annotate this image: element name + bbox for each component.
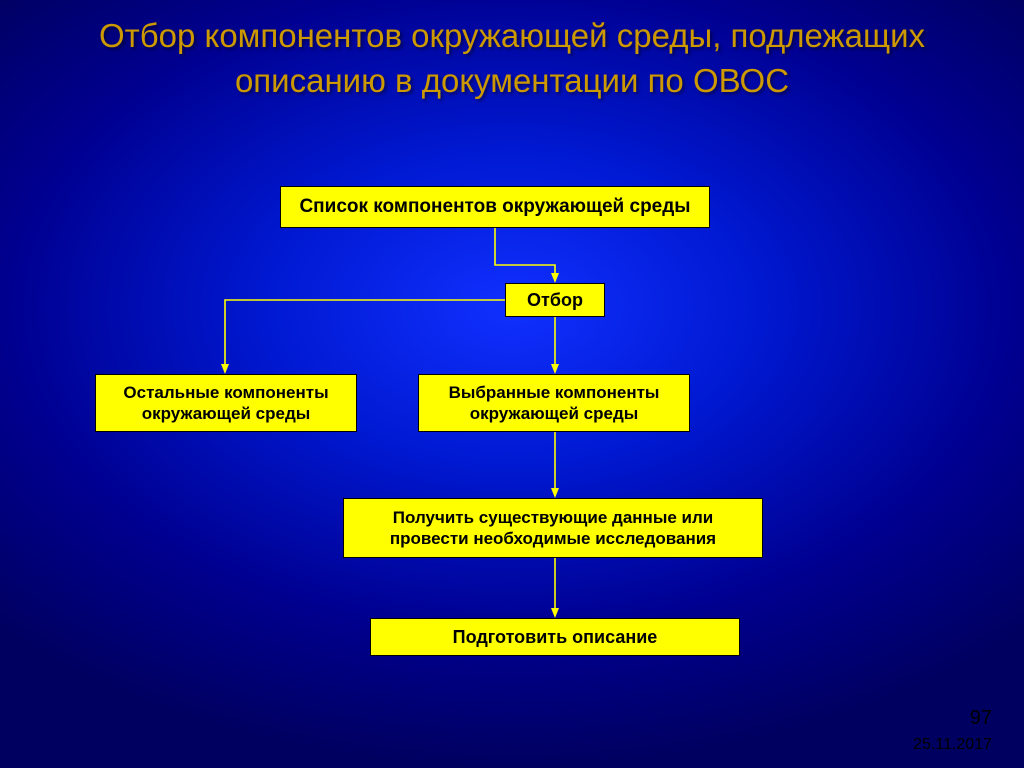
node-label: Получить существующие данные или провест…: [354, 507, 752, 550]
edge-n1-n2: [495, 228, 555, 281]
node-label: Выбранные компоненты окружающей среды: [429, 382, 679, 425]
node-label: Отбор: [527, 289, 583, 312]
slide-date: 25.11.2017: [913, 736, 992, 754]
node-selection: Отбор: [505, 283, 605, 317]
slide-title: Отбор компонентов окружающей среды, подл…: [40, 14, 984, 103]
node-selected-components: Выбранные компоненты окружающей среды: [418, 374, 690, 432]
node-list-components: Список компонентов окружающей среды: [280, 186, 710, 228]
node-other-components: Остальные компоненты окружающей среды: [95, 374, 357, 432]
slide: Отбор компонентов окружающей среды, подл…: [0, 0, 1024, 768]
node-label: Остальные компоненты окружающей среды: [106, 382, 346, 425]
node-prepare-description: Подготовить описание: [370, 618, 740, 656]
node-get-data: Получить существующие данные или провест…: [343, 498, 763, 558]
node-label: Подготовить описание: [453, 626, 658, 649]
page-number: 97: [970, 707, 992, 730]
node-label: Список компонентов окружающей среды: [299, 195, 690, 219]
edge-n2-n3: [225, 300, 505, 372]
